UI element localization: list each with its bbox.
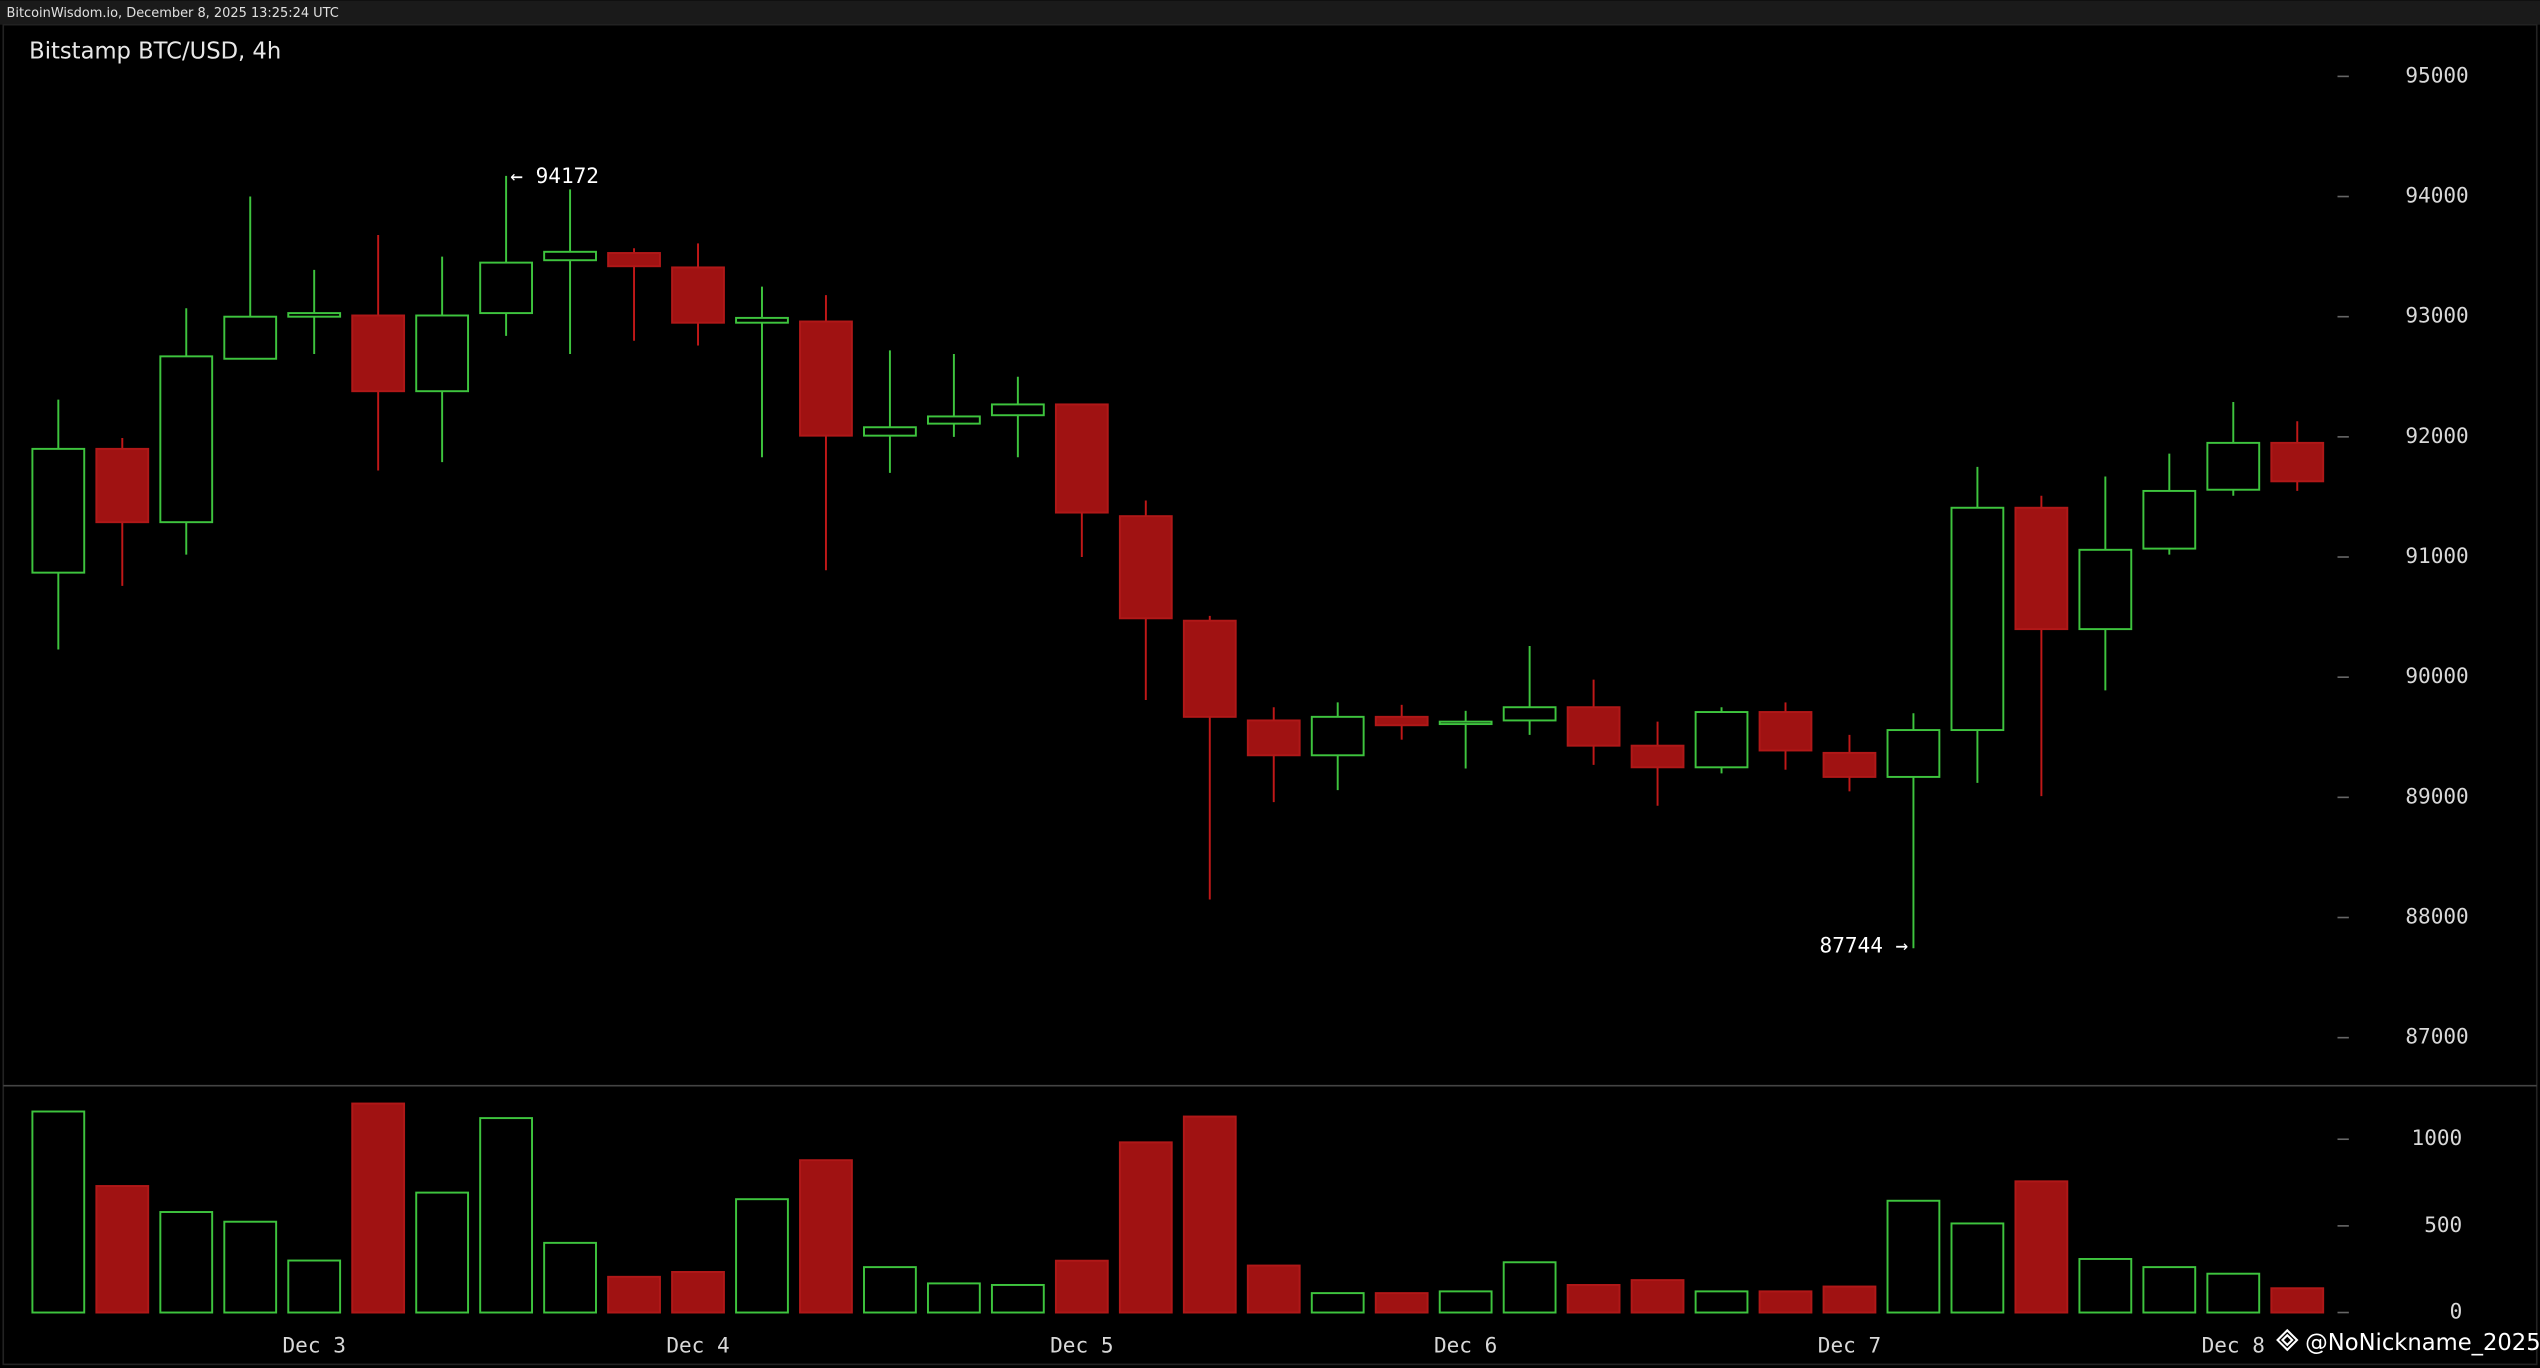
header-bar: [0, 0, 2540, 25]
candle-body: [1822, 751, 1877, 778]
candle-body: [543, 250, 597, 262]
y-tick-label: 94000: [2405, 183, 2468, 208]
candle-body: [1630, 744, 1685, 769]
volume-tick-label: 500: [2424, 1212, 2462, 1237]
volume-bar: [2014, 1180, 2069, 1314]
volume-bar: [1310, 1292, 1365, 1314]
candle-body: [1694, 711, 1749, 769]
candle-body: [1950, 506, 2005, 732]
volume-bar: [223, 1220, 278, 1314]
volume-bar: [1630, 1279, 1685, 1314]
x-tick-label: Dec 5: [1050, 1333, 1113, 1358]
candle-body: [415, 314, 470, 393]
volume-bar: [2270, 1287, 2325, 1314]
x-tick-label: Dec 8: [2202, 1333, 2265, 1358]
volume-bar: [1694, 1290, 1749, 1314]
candle-body: [1054, 403, 1109, 514]
candle-body: [1502, 706, 1557, 722]
candle-body: [990, 403, 1045, 417]
y-tick-label: 93000: [2405, 303, 2468, 328]
volume-bar: [1886, 1199, 1941, 1314]
plot-frame: [2, 23, 2538, 1366]
volume-bar: [1566, 1283, 1621, 1314]
x-tick-label: Dec 6: [1434, 1333, 1497, 1358]
y-tick-label: 92000: [2405, 423, 2468, 448]
y-tick-label: 87000: [2405, 1024, 2468, 1049]
volume-tick-label: 1000: [2412, 1125, 2463, 1150]
candle-body: [735, 316, 789, 324]
volume-bar: [1118, 1141, 1173, 1314]
volume-bar: [735, 1198, 789, 1314]
candle-body: [2014, 506, 2069, 631]
candle-body: [671, 266, 725, 324]
candle-body: [223, 315, 278, 360]
header: BitcoinWisdom.io, December 8, 2025 13:25…: [6, 6, 338, 21]
volume-bar: [479, 1117, 533, 1314]
volume-bar: [927, 1282, 981, 1314]
watermark-text: @NoNickname_2025: [2305, 1330, 2540, 1356]
candle-body: [1310, 715, 1365, 757]
candle-body: [2270, 441, 2325, 483]
y-tick-label: 88000: [2405, 904, 2468, 929]
volume-bar: [799, 1159, 853, 1314]
chart-title: Bitstamp BTC/USD, 4h: [29, 39, 281, 65]
volume-bar: [671, 1270, 725, 1314]
candle-body: [2206, 441, 2261, 491]
volume-bar: [415, 1191, 470, 1314]
candle-body: [1118, 515, 1173, 620]
y-tick-label: 95000: [2405, 62, 2468, 87]
candle-body: [607, 252, 661, 268]
candle-body: [159, 355, 214, 524]
volume-bar: [2206, 1272, 2261, 1314]
candle-body: [863, 426, 917, 437]
candle-body: [351, 314, 406, 393]
volume-bar: [351, 1102, 406, 1314]
volume-bar: [1374, 1292, 1429, 1314]
volume-bar: [990, 1283, 1045, 1314]
candle-body: [799, 320, 853, 437]
candle-body: [1758, 711, 1813, 752]
volume-bar: [159, 1211, 214, 1314]
annotation: 87744 →: [1820, 932, 1909, 957]
candle-body: [31, 447, 86, 574]
candle-body: [95, 447, 150, 524]
volume-bar: [607, 1275, 661, 1314]
y-tick-label: 90000: [2405, 663, 2468, 688]
candle-body: [1566, 706, 1621, 747]
candle-body: [1886, 729, 1941, 778]
candle-body: [927, 415, 981, 425]
candle-body: [1374, 715, 1429, 727]
candle-body: [2142, 489, 2197, 550]
volume-bar: [1054, 1259, 1109, 1314]
candle-body: [479, 261, 533, 315]
volume-bar: [2142, 1266, 2197, 1314]
y-tick-label: 91000: [2405, 543, 2468, 568]
y-tick-label: 89000: [2405, 783, 2468, 808]
volume-bar: [31, 1110, 86, 1314]
volume-bar: [543, 1241, 597, 1314]
volume-bar: [287, 1259, 342, 1314]
volume-bar: [1758, 1290, 1813, 1314]
x-tick-label: Dec 4: [666, 1333, 729, 1358]
candle-body: [1438, 720, 1493, 726]
volume-bar: [1182, 1115, 1237, 1314]
candle-body: [1246, 719, 1301, 757]
volume-bar: [1502, 1261, 1557, 1314]
volume-bar: [95, 1185, 150, 1314]
volume-bar: [1950, 1222, 2005, 1314]
candle-body: [2078, 548, 2133, 631]
volume-bar: [1438, 1290, 1493, 1314]
volume-bar: [2078, 1258, 2133, 1314]
volume-bar: [1822, 1285, 1877, 1314]
candle-body: [1182, 619, 1237, 718]
watermark: @NoNickname_2025: [2276, 1328, 2540, 1356]
volume-tick-label: 0: [2450, 1299, 2463, 1324]
volume-bar: [863, 1266, 917, 1314]
candle-body: [287, 312, 342, 318]
x-tick-label: Dec 3: [283, 1333, 346, 1358]
x-tick-label: Dec 7: [1818, 1333, 1881, 1358]
annotation: ← 94172: [510, 163, 599, 188]
volume-bar: [1246, 1264, 1301, 1314]
